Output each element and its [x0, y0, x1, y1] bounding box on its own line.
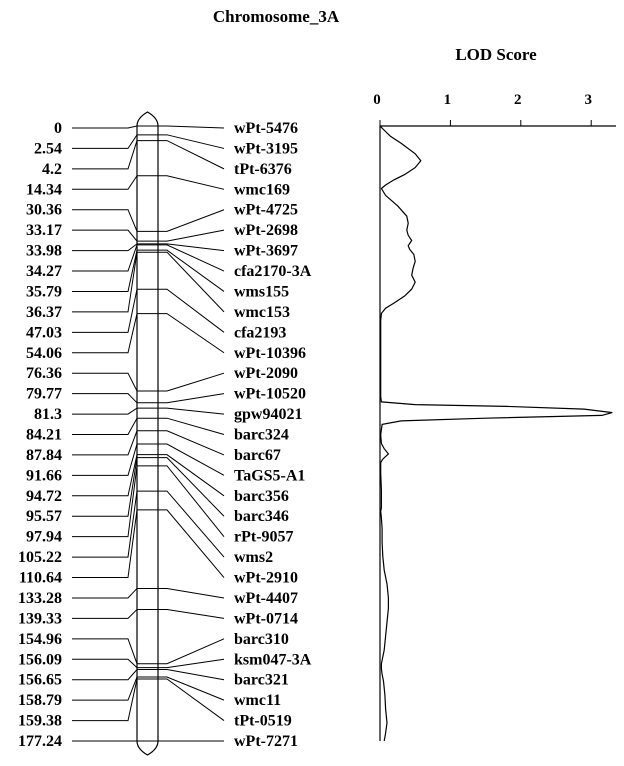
marker-label: ksm047-3A — [234, 651, 312, 668]
marker-label: wPt-7271 — [234, 733, 298, 750]
marker-connector — [72, 210, 224, 232]
marker-connector — [72, 677, 224, 700]
marker-connector — [72, 466, 224, 537]
marker-label: barc321 — [234, 672, 289, 689]
lod-axis-label: LOD Score — [455, 45, 537, 64]
marker-connector — [72, 458, 224, 517]
lod-tick-label: 3 — [584, 92, 592, 108]
lod-curve — [380, 126, 612, 741]
position-label: 33.17 — [26, 222, 62, 239]
marker-label: wPt-5476 — [234, 120, 298, 137]
chart-title: Chromosome_3A — [213, 7, 340, 26]
marker-connector — [72, 408, 224, 414]
position-label: 95.57 — [26, 508, 62, 525]
position-label: 47.03 — [26, 324, 62, 341]
marker-label: wPt-2910 — [234, 570, 298, 587]
lod-curve-group — [380, 126, 612, 741]
marker-connector — [72, 444, 224, 475]
marker-connector — [72, 141, 224, 169]
marker-label: wPt-3195 — [234, 140, 298, 157]
marker-label: tPt-0519 — [234, 713, 292, 730]
marker-connector — [72, 373, 224, 391]
marker-label: wPt-2698 — [234, 222, 298, 239]
marker-label: barc310 — [234, 631, 289, 648]
marker-label: cfa2193 — [234, 324, 286, 341]
marker-connector — [72, 670, 224, 680]
marker-label: wPt-10520 — [234, 386, 306, 403]
position-label: 4.2 — [42, 161, 62, 178]
position-label: 30.36 — [26, 202, 62, 219]
marker-connector — [72, 245, 224, 271]
position-label: 159.38 — [18, 713, 62, 730]
marker-label: wPt-3697 — [234, 243, 298, 260]
marker-label: wmc153 — [234, 304, 290, 321]
position-label: 91.66 — [26, 467, 62, 484]
position-label: 84.21 — [26, 427, 62, 444]
position-label: 34.27 — [26, 263, 62, 280]
position-label: 154.96 — [18, 631, 62, 648]
marker-connector — [72, 588, 224, 598]
position-label: 79.77 — [26, 386, 62, 403]
marker-labels: wPt-5476 wPt-3195 tPt-6376 wmc169 wPt-4725 wP… — [234, 120, 312, 750]
marker-label: cfa2170-3A — [234, 263, 312, 280]
position-label: 156.65 — [18, 672, 62, 689]
marker-label: wPt-2090 — [234, 365, 298, 382]
marker-label: wms155 — [234, 283, 289, 300]
marker-connector — [72, 314, 224, 353]
marker-label: wmc169 — [234, 181, 290, 198]
position-label: 14.34 — [26, 181, 62, 198]
marker-label: wPt-10396 — [234, 345, 306, 362]
position-label: 94.72 — [26, 488, 62, 505]
marker-connector — [72, 252, 224, 312]
marker-connector — [72, 394, 224, 403]
marker-label: gpw94021 — [234, 406, 302, 423]
position-labels: 0 2.54 4.2 14.34 30.36 33.17 33.98 34.27 35.79 36… — [18, 120, 62, 750]
marker-label: wmc11 — [234, 692, 281, 709]
marker-label: barc356 — [234, 488, 289, 505]
marker-label: wPt-0714 — [234, 610, 298, 627]
marker-connector — [72, 135, 224, 149]
position-label: 177.24 — [18, 733, 62, 750]
position-label: 158.79 — [18, 692, 62, 709]
position-label: 156.09 — [18, 651, 62, 668]
position-label: 36.37 — [26, 304, 62, 321]
position-label: 76.36 — [26, 365, 62, 382]
marker-connectors — [72, 126, 224, 741]
marker-connector — [72, 289, 224, 332]
lod-tick-label: 0 — [373, 92, 381, 108]
marker-connector — [72, 176, 224, 190]
marker-label: wPt-4407 — [234, 590, 298, 607]
position-label: 97.94 — [26, 529, 62, 546]
marker-connector — [72, 510, 224, 578]
marker-connector — [72, 609, 224, 618]
marker-connector — [72, 126, 224, 128]
lod-tick-label: 1 — [444, 92, 452, 108]
position-label: 110.64 — [19, 570, 62, 587]
lod-tick-label: 2 — [514, 92, 522, 108]
position-label: 33.98 — [26, 243, 62, 260]
marker-label: wms2 — [234, 549, 273, 566]
chromosome-bar — [137, 112, 158, 755]
marker-label: barc67 — [234, 447, 281, 464]
marker-label: TaGS5-A1 — [234, 467, 305, 484]
position-label: 105.22 — [18, 549, 62, 566]
marker-connector — [72, 639, 224, 664]
marker-connector — [72, 491, 224, 557]
marker-label: wPt-4725 — [234, 202, 298, 219]
position-label: 54.06 — [26, 345, 62, 362]
position-label: 2.54 — [34, 140, 62, 157]
position-label: 139.33 — [18, 610, 62, 627]
marker-label: barc324 — [234, 427, 289, 444]
position-label: 0 — [54, 120, 62, 137]
marker-connector — [72, 418, 224, 434]
position-label: 87.84 — [26, 447, 62, 464]
position-label: 81.3 — [34, 406, 62, 423]
marker-label: tPt-6376 — [234, 161, 292, 178]
marker-label: barc346 — [234, 508, 289, 525]
position-label: 133.28 — [18, 590, 62, 607]
chromosome-outline — [137, 112, 158, 755]
marker-label: rPt-9057 — [234, 529, 294, 546]
position-label: 35.79 — [26, 283, 62, 300]
